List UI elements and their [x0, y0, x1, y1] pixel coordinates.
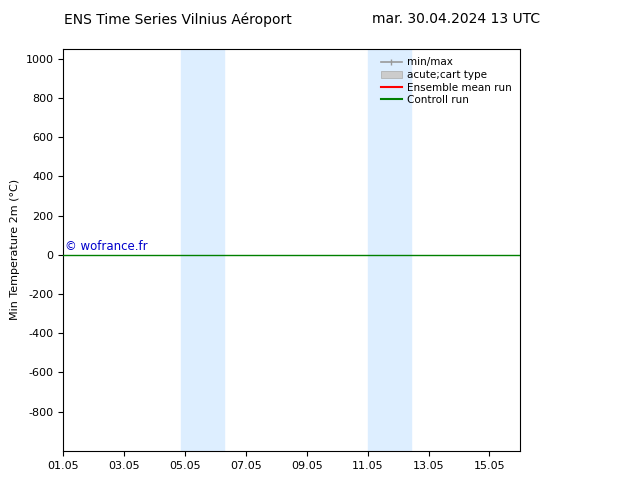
Text: © wofrance.fr: © wofrance.fr: [65, 240, 148, 253]
Y-axis label: Min Temperature 2m (°C): Min Temperature 2m (°C): [10, 179, 20, 320]
Bar: [390, 49, 411, 451]
Bar: [181, 49, 202, 451]
Text: mar. 30.04.2024 13 UTC: mar. 30.04.2024 13 UTC: [372, 12, 541, 26]
Legend: min/max, acute;cart type, Ensemble mean run, Controll run: min/max, acute;cart type, Ensemble mean …: [378, 54, 515, 108]
Text: ENS Time Series Vilnius Aéroport: ENS Time Series Vilnius Aéroport: [63, 12, 292, 27]
Bar: [368, 49, 390, 451]
Bar: [202, 49, 224, 451]
